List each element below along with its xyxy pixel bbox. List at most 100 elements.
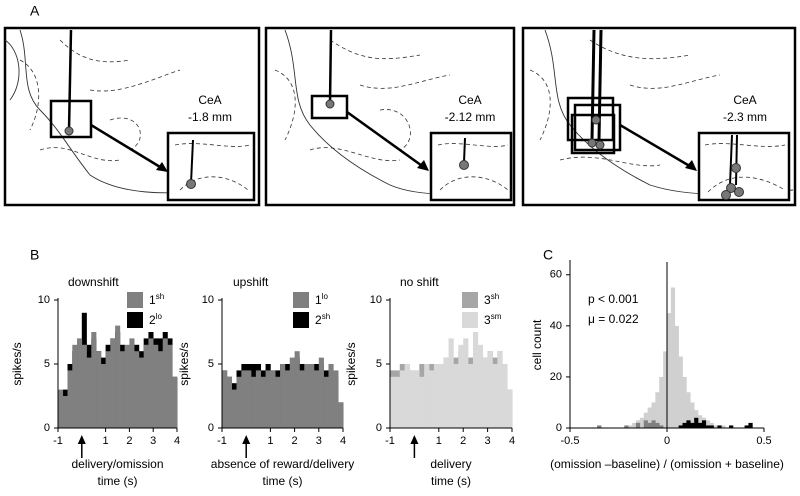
histogram-bar xyxy=(698,422,703,428)
y-tick-label: 40 xyxy=(550,320,562,332)
x-tick-label: 0 xyxy=(664,435,670,447)
histogram-bar xyxy=(404,364,410,428)
x-axis-label: time (s) xyxy=(263,474,303,488)
histogram-bar xyxy=(502,364,508,428)
histogram-bar xyxy=(678,356,683,428)
legend-swatch xyxy=(127,312,143,328)
x-tick-label: 1 xyxy=(436,435,442,447)
histogram-bar xyxy=(507,389,513,428)
histogram-bar xyxy=(333,370,339,428)
histogram-bar xyxy=(647,422,652,428)
x-tick-label: 2 xyxy=(292,435,298,447)
histogram-bar xyxy=(299,370,305,428)
histogram-bar xyxy=(647,407,652,428)
legend-name: 1 xyxy=(149,293,156,307)
panel-label: A xyxy=(30,3,40,19)
chart-title: downshift xyxy=(68,275,119,289)
histogram-bar xyxy=(241,370,247,428)
histogram-bar xyxy=(86,357,92,428)
legend-name: 2 xyxy=(149,313,156,327)
histogram-bar xyxy=(143,344,149,428)
histogram-bar xyxy=(255,370,262,428)
histogram-bar xyxy=(236,376,242,428)
y-tick-label: 0 xyxy=(556,422,562,434)
chart-title: upshift xyxy=(233,275,269,289)
legend-swatch xyxy=(462,312,478,328)
histogram-bar xyxy=(275,376,281,428)
histogram-bar xyxy=(438,364,444,428)
y-axis-label: spikes/s xyxy=(177,342,191,385)
histogram-bar xyxy=(698,415,703,428)
histogram-bar xyxy=(414,370,420,428)
histogram-bar xyxy=(138,357,144,428)
histogram-bar xyxy=(472,332,479,428)
legend-label: 2sh xyxy=(315,312,330,327)
event-arrow xyxy=(77,435,86,458)
histogram-bar xyxy=(304,364,310,428)
x-axis-label: time (s) xyxy=(98,474,138,488)
brain-section xyxy=(264,26,516,207)
histogram-bar xyxy=(701,420,707,428)
x-tick-label: 2 xyxy=(126,435,132,447)
histogram-bar xyxy=(222,370,228,428)
legend-superscript: lo xyxy=(156,312,163,321)
panel-label: B xyxy=(30,247,39,263)
x-tick-label: 4 xyxy=(340,435,346,447)
x-tick-label: 0.5 xyxy=(756,435,771,447)
histogram-bar xyxy=(678,425,683,428)
arrow-head xyxy=(77,435,86,444)
histogram-bar xyxy=(280,364,286,428)
histogram-bar xyxy=(690,402,695,428)
histogram-bar xyxy=(62,396,68,428)
histogram-bar xyxy=(667,313,672,428)
x-axis-label: time (s) xyxy=(431,474,471,488)
histogram-bar xyxy=(705,425,710,428)
histogram-bar xyxy=(67,370,73,428)
histogram-bar xyxy=(318,357,324,428)
histogram-bar xyxy=(105,351,111,428)
histogram-bar xyxy=(153,344,159,428)
histogram-bar xyxy=(124,344,130,428)
legend-label: 2lo xyxy=(149,312,162,327)
histogram-bar xyxy=(419,376,425,428)
x-tick-label: 1 xyxy=(103,435,109,447)
histogram-bar xyxy=(643,420,648,428)
histogram-bar xyxy=(682,376,687,428)
histogram-bar xyxy=(328,364,334,428)
histogram-bar xyxy=(748,422,753,428)
histogram-bar xyxy=(721,425,726,428)
histogram-bar xyxy=(651,420,656,428)
histogram-bar xyxy=(651,402,656,428)
histogram-bar xyxy=(482,357,488,428)
histogram-bar xyxy=(663,351,668,428)
histogram-bar xyxy=(72,344,78,428)
histogram-bar xyxy=(709,425,714,428)
histogram-bar xyxy=(686,392,691,428)
histogram-bar xyxy=(77,338,83,428)
legend-superscript: sh xyxy=(491,292,499,301)
histogram-bar xyxy=(100,364,106,428)
histogram-bar xyxy=(635,422,641,428)
histogram-bar xyxy=(453,364,459,428)
histogram-bar xyxy=(682,422,687,428)
x-tick-label: -0.5 xyxy=(561,435,580,447)
depth-label: -2.3 mm xyxy=(723,110,767,124)
y-tick-label: 10 xyxy=(38,294,50,306)
histogram-bar xyxy=(246,370,252,428)
y-axis-label: cell count xyxy=(530,319,544,370)
y-tick-label: 5 xyxy=(376,358,382,370)
legend-superscript: lo xyxy=(322,292,329,301)
histogram-bar xyxy=(705,420,710,428)
histogram-bar xyxy=(713,425,718,428)
x-tick-label: 2 xyxy=(460,435,466,447)
legend-name: 3 xyxy=(484,313,491,327)
histogram-bar xyxy=(690,422,695,428)
histogram-bar xyxy=(477,344,484,428)
histogram-bar xyxy=(134,351,140,428)
histogram-bar xyxy=(458,344,464,428)
histogram-bar xyxy=(338,402,344,428)
histogram-bar xyxy=(110,338,116,428)
histogram-bar xyxy=(670,287,676,428)
x-axis-label: delivery/omission xyxy=(71,457,163,471)
histogram-bar xyxy=(686,420,691,428)
